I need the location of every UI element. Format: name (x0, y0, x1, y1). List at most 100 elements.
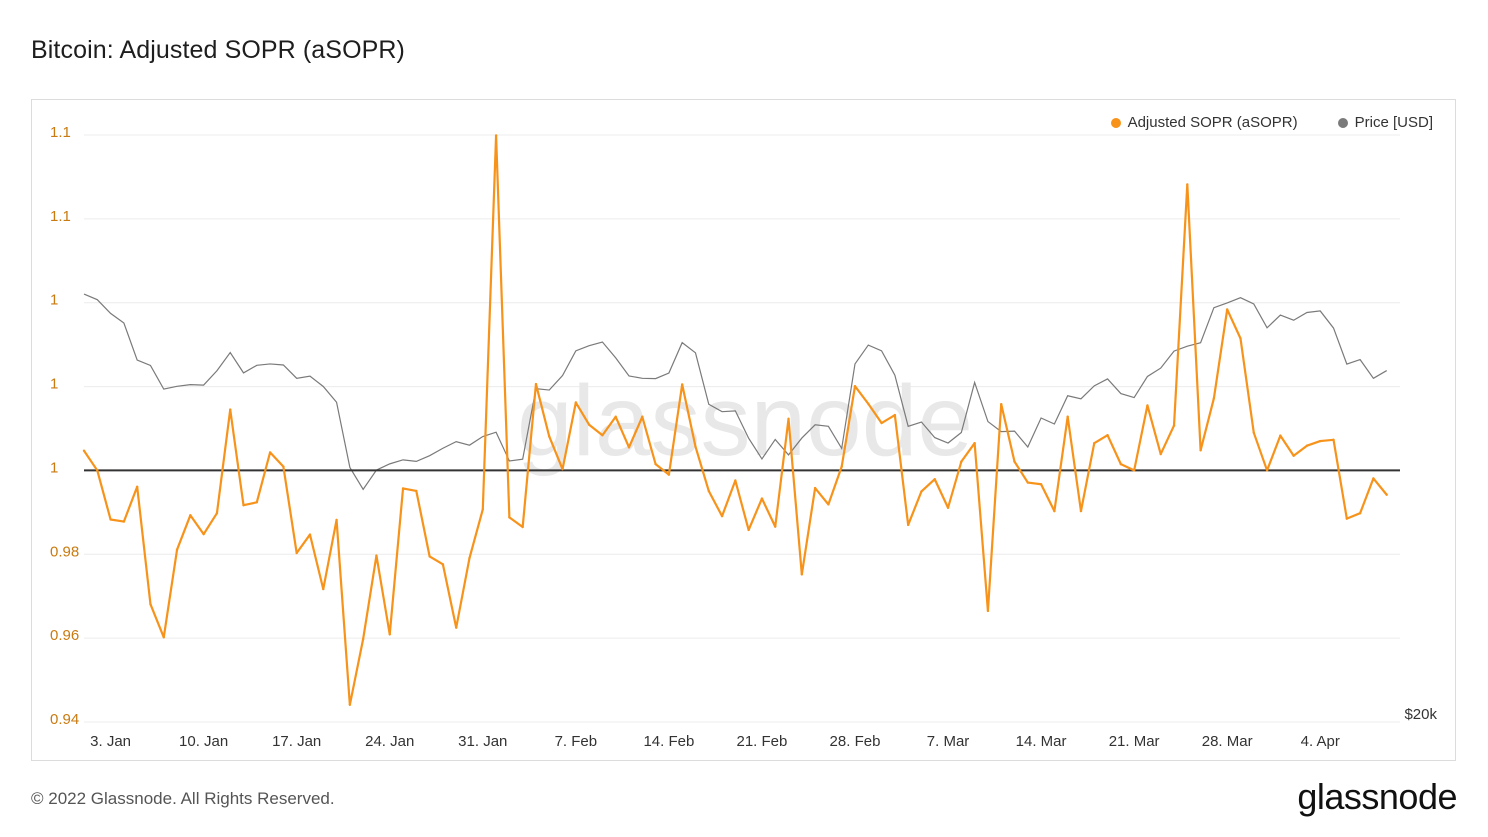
asopr-point[interactable] (375, 554, 378, 557)
asopr-point[interactable] (135, 485, 139, 488)
asopr-point[interactable] (229, 408, 232, 411)
asopr-point[interactable] (720, 514, 724, 518)
asopr-point[interactable] (175, 548, 179, 551)
price-line[interactable] (83, 293, 1388, 491)
asopr-point[interactable] (122, 520, 126, 523)
asopr-point[interactable] (853, 384, 857, 388)
asopr-point[interactable] (840, 465, 843, 468)
asopr-point[interactable] (1265, 469, 1269, 472)
asopr-point[interactable] (109, 518, 112, 521)
asopr-point[interactable] (1053, 509, 1056, 513)
asopr-point[interactable] (162, 636, 165, 639)
asopr-point[interactable] (1000, 402, 1003, 406)
asopr-point[interactable] (82, 449, 86, 452)
asopr-point[interactable] (694, 445, 697, 448)
asopr-point[interactable] (1225, 308, 1229, 311)
asopr-point[interactable] (1199, 449, 1202, 452)
asopr-point[interactable] (1093, 441, 1096, 445)
asopr-point[interactable] (946, 506, 950, 509)
asopr-point[interactable] (322, 587, 325, 591)
asopr-point[interactable] (734, 479, 737, 482)
asopr-point[interactable] (561, 467, 564, 471)
asopr-point[interactable] (348, 703, 352, 707)
asopr-point[interactable] (335, 518, 338, 522)
asopr-point[interactable] (534, 382, 538, 386)
asopr-point[interactable] (1079, 509, 1083, 513)
asopr-point[interactable] (813, 486, 817, 490)
asopr-point[interactable] (1372, 477, 1375, 480)
asopr-point[interactable] (1186, 183, 1189, 186)
asopr-point[interactable] (587, 423, 591, 426)
asopr-point[interactable] (1132, 469, 1136, 472)
asopr-point[interactable] (760, 497, 764, 500)
footer-logo[interactable]: glassnode (1297, 776, 1457, 817)
asopr-point[interactable] (680, 383, 684, 386)
asopr-point[interactable] (1345, 517, 1349, 520)
asopr-point[interactable] (1159, 452, 1162, 456)
asopr-point[interactable] (521, 525, 524, 529)
asopr-point[interactable] (1385, 493, 1388, 496)
asopr-point[interactable] (149, 602, 152, 606)
asopr-point[interactable] (189, 514, 192, 517)
asopr-point[interactable] (654, 462, 657, 466)
asopr-point[interactable] (441, 563, 445, 566)
asopr-point[interactable] (1026, 481, 1029, 484)
asopr-point[interactable] (574, 401, 578, 404)
asopr-point[interactable] (242, 504, 245, 507)
asopr-point[interactable] (468, 556, 471, 560)
asopr-point[interactable] (415, 489, 418, 493)
asopr-point[interactable] (960, 460, 963, 463)
asopr-point[interactable] (1039, 483, 1043, 486)
asopr-point[interactable] (361, 637, 365, 641)
asopr-point[interactable] (614, 415, 617, 418)
asopr-point[interactable] (308, 533, 312, 536)
asopr-point[interactable] (282, 465, 285, 468)
asopr-point[interactable] (1319, 439, 1322, 443)
asopr-point[interactable] (920, 490, 923, 493)
asopr-point[interactable] (295, 551, 298, 555)
asopr-point[interactable] (827, 503, 830, 506)
asopr-point[interactable] (1358, 511, 1362, 515)
asopr-point[interactable] (800, 573, 804, 576)
asopr-point[interactable] (268, 451, 272, 454)
asopr-point[interactable] (1106, 434, 1109, 437)
asopr-point[interactable] (774, 525, 777, 528)
asopr-point[interactable] (1172, 424, 1176, 427)
asopr-point[interactable] (96, 469, 99, 472)
asopr-point[interactable] (1239, 337, 1242, 340)
legend-item-price[interactable]: Price [USD] (1337, 114, 1433, 131)
asopr-point[interactable] (906, 523, 910, 527)
asopr-point[interactable] (255, 501, 259, 504)
asopr-point[interactable] (401, 487, 405, 490)
asopr-point[interactable] (388, 633, 391, 636)
asopr-point[interactable] (1146, 404, 1149, 407)
asopr-point[interactable] (1013, 460, 1016, 463)
legend-item-asopr[interactable]: Adjusted SOPR (aSOPR) (1110, 114, 1298, 131)
asopr-point[interactable] (973, 441, 976, 445)
asopr-point[interactable] (867, 402, 870, 405)
asopr-point[interactable] (787, 417, 790, 421)
asopr-point[interactable] (1279, 434, 1282, 437)
asopr-point[interactable] (641, 415, 644, 418)
asopr-point[interactable] (215, 511, 219, 515)
asopr-point[interactable] (1292, 454, 1295, 457)
asopr-point[interactable] (508, 516, 511, 519)
asopr-point[interactable] (481, 508, 484, 511)
asopr-point[interactable] (601, 434, 604, 437)
asopr-point[interactable] (880, 421, 883, 425)
asopr-point[interactable] (933, 478, 936, 481)
asopr-point[interactable] (1252, 431, 1255, 434)
asopr-point[interactable] (494, 134, 498, 137)
asopr-point[interactable] (893, 413, 897, 417)
asopr-point[interactable] (747, 528, 750, 532)
asopr-point[interactable] (548, 435, 551, 438)
asopr-point[interactable] (627, 446, 631, 449)
asopr-point[interactable] (1305, 444, 1309, 447)
asopr-point[interactable] (1212, 397, 1216, 400)
asopr-point[interactable] (428, 555, 431, 558)
asopr-point[interactable] (986, 609, 990, 613)
asopr-point[interactable] (455, 626, 458, 629)
asopr-point[interactable] (707, 489, 710, 493)
asopr-point[interactable] (1332, 438, 1335, 442)
